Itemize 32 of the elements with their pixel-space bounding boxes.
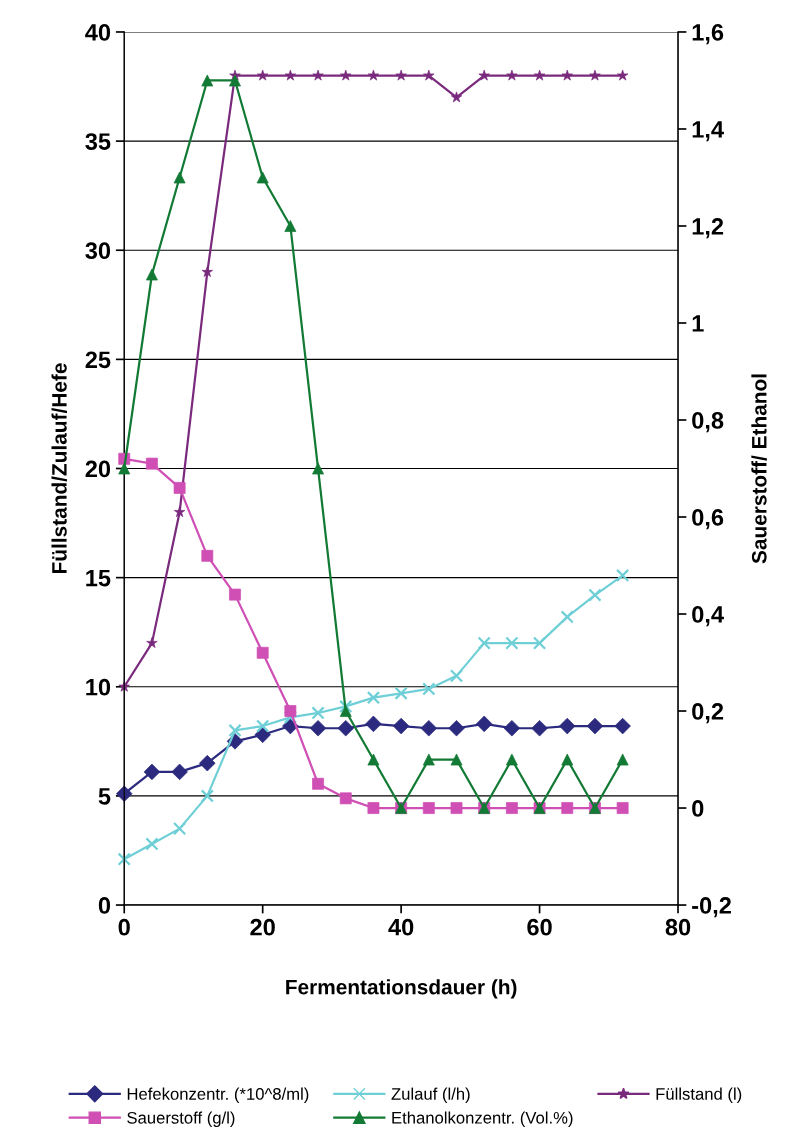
x-tick-label: 60: [527, 918, 552, 936]
y-tick-label: 20: [85, 460, 111, 478]
y2-tick-label: 1,2: [692, 218, 724, 239]
x-tick-label: 40: [388, 918, 414, 936]
legend-label: Ethanolkonzentr. (Vol.%): [392, 1111, 573, 1127]
y-tick-label: 30: [85, 242, 111, 260]
legend-label: Hefekonzentr. (*10^8/ml): [127, 1087, 309, 1104]
y2-tick-label: 1,6: [692, 24, 724, 45]
x-tick-label: 80: [665, 918, 691, 936]
y2-tick-label: 0,4: [692, 606, 724, 627]
x-axis-title: Fermentationsdauer (h): [286, 979, 517, 999]
y-tick-label: 10: [86, 678, 111, 696]
y2-tick-label: 1: [692, 315, 704, 332]
legend-label: Zulauf (l/h): [391, 1087, 470, 1104]
y-tick-label: 25: [85, 351, 111, 369]
legend-label: Sauerstoff (g/l): [127, 1111, 235, 1127]
y2-tick-label: 0,8: [692, 412, 724, 433]
y2-tick-label: -0,2: [692, 897, 731, 918]
x-tick-label: 0: [118, 918, 130, 936]
y-axis-title: Füllstand/Zulauf/Hefe: [51, 363, 67, 574]
y2-tick-label: 0,6: [692, 509, 724, 530]
y-tick-label: 35: [85, 133, 111, 150]
y2-tick-label: 0,2: [692, 703, 724, 724]
y2-tick-label: 1,4: [692, 121, 724, 142]
y2-tick-label: 0: [692, 800, 704, 817]
y-tick-label: 40: [85, 24, 111, 41]
y-tick-label: 15: [86, 569, 111, 587]
y-tick-label: 0: [98, 897, 111, 914]
x-tick-label: 20: [250, 918, 275, 936]
legend-label: Füllstand (l): [656, 1087, 742, 1104]
y-tick-label: 5: [98, 788, 111, 805]
y2-axis-title: Sauerstoff/ Ethanol: [751, 374, 767, 564]
